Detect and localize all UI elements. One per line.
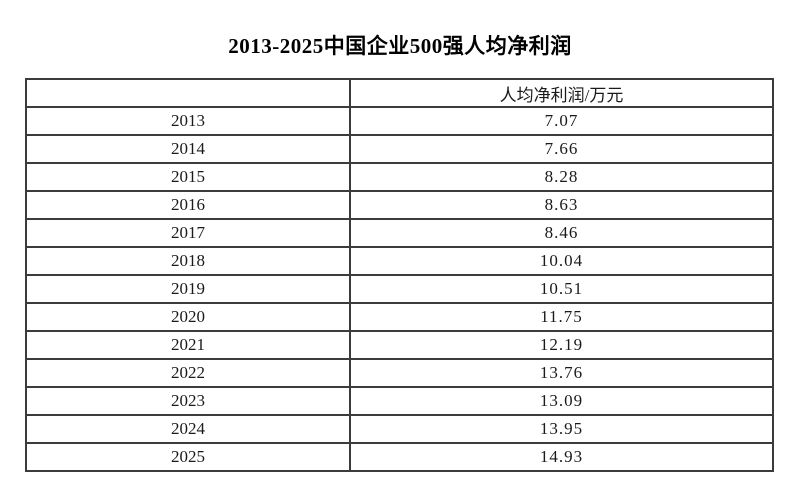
- year-cell: 2022: [25, 358, 351, 388]
- table-row: 2019 10.51: [25, 274, 774, 304]
- year-cell: 2015: [25, 162, 351, 192]
- year-cell: 2025: [25, 442, 351, 472]
- year-cell: 2013: [25, 106, 351, 136]
- year-cell: 2023: [25, 386, 351, 416]
- value-cell: 13.76: [349, 358, 774, 388]
- table-row: 2024 13.95: [25, 414, 774, 444]
- year-cell: 2019: [25, 274, 351, 304]
- table-row: 2022 13.76: [25, 358, 774, 388]
- year-cell: 2017: [25, 218, 351, 248]
- value-column-header: 人均净利润/万元: [349, 78, 774, 108]
- table-row: 2018 10.04: [25, 246, 774, 276]
- value-cell: 10.04: [349, 246, 774, 276]
- value-cell: 7.07: [349, 106, 774, 136]
- value-cell: 14.93: [349, 442, 774, 472]
- table-row: 2014 7.66: [25, 134, 774, 164]
- value-cell: 8.63: [349, 190, 774, 220]
- year-cell: 2016: [25, 190, 351, 220]
- table-row: 2013 7.07: [25, 106, 774, 136]
- table-row: 2020 11.75: [25, 302, 774, 332]
- value-cell: 12.19: [349, 330, 774, 360]
- value-cell: 13.09: [349, 386, 774, 416]
- value-cell: 8.46: [349, 218, 774, 248]
- table-row: 2017 8.46: [25, 218, 774, 248]
- value-cell: 13.95: [349, 414, 774, 444]
- value-cell: 7.66: [349, 134, 774, 164]
- net-profit-table: 人均净利润/万元 2013 7.07 2014 7.66 2015 8.28 2…: [25, 78, 774, 472]
- year-cell: 2018: [25, 246, 351, 276]
- year-cell: 2024: [25, 414, 351, 444]
- table-row: 2023 13.09: [25, 386, 774, 416]
- table-row: 2025 14.93: [25, 442, 774, 472]
- table-header-row: 人均净利润/万元: [25, 78, 774, 108]
- year-cell: 2020: [25, 302, 351, 332]
- table-row: 2021 12.19: [25, 330, 774, 360]
- year-column-header: [25, 78, 351, 108]
- page-title: 2013-2025中国企业500强人均净利润: [228, 34, 572, 58]
- year-cell: 2021: [25, 330, 351, 360]
- value-cell: 8.28: [349, 162, 774, 192]
- year-cell: 2014: [25, 134, 351, 164]
- table-row: 2015 8.28: [25, 162, 774, 192]
- value-cell: 11.75: [349, 302, 774, 332]
- value-cell: 10.51: [349, 274, 774, 304]
- table-row: 2016 8.63: [25, 190, 774, 220]
